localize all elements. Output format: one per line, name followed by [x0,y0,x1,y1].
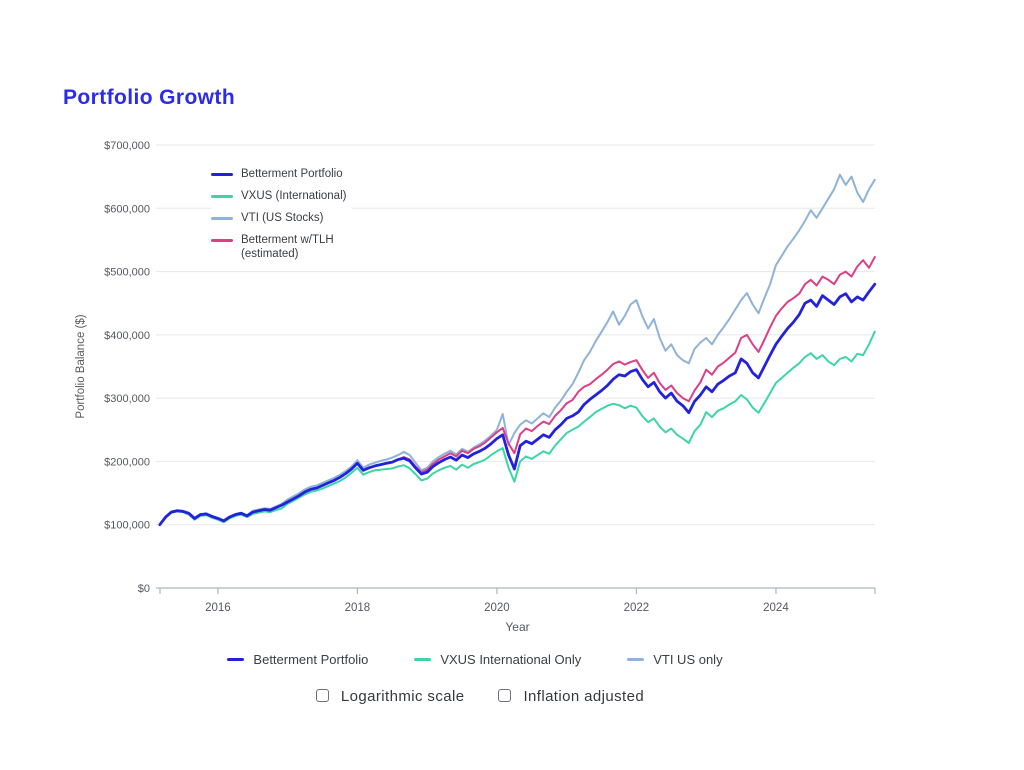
y-tick-label: $200,000 [104,456,150,468]
legend-item-vti: VTI (US Stocks) [211,211,346,225]
series-line-betterment-portfolio [158,282,877,527]
series-line-vxus-international- [158,330,876,526]
portfolio-growth-chart: $0 $100,000 $200,000 $300,000 $400,000 $500,0… [75,140,877,633]
series-line-betterment-w-tlh-estimated- [158,256,876,526]
legend-item-vxus: VXUS (International) [211,189,346,203]
legend-label: Betterment Portfolio [241,168,343,180]
inflation-adjusted-control: Inflation adjusted [498,688,644,705]
chart-controls: Logarithmic scale Inflation adjusted [0,688,960,705]
legend-label: VTI (US Stocks) [241,212,324,224]
x-axis-title: Year [505,620,529,633]
y-tick-label: $0 [138,583,150,595]
legend-label: VTI US only [653,652,723,667]
vti-line-swatch [627,658,645,661]
tlh-line-swatch [211,239,233,242]
chart-legend: Betterment Portfolio VXUS (International… [211,165,353,271]
y-tick-label: $500,000 [104,267,150,279]
bottom-legend-item-vxus: VXUS International Only [414,652,581,667]
logarithmic-scale-checkbox[interactable] [315,689,329,702]
vxus-line-swatch [211,195,233,198]
inflation-adjusted-checkbox[interactable] [498,689,512,702]
y-tick-label: $700,000 [104,140,150,152]
vxus-line-swatch [414,658,432,661]
logarithmic-scale-control: Logarithmic scale [315,688,465,705]
bottom-legend-item-vti: VTI US only [627,652,723,667]
y-tick-label: $300,000 [104,393,150,405]
x-tick-label: 2024 [763,602,789,614]
legend-label: Betterment Portfolio [253,652,369,667]
legend-item-betterment: Betterment Portfolio [211,167,346,181]
legend-label: VXUS International Only [440,652,582,667]
vti-line-swatch [211,217,233,220]
x-tick-label: 2016 [205,602,231,614]
y-tick-label: $100,000 [104,520,150,532]
legend-label: VXUS (International) [241,190,347,202]
betterment-line-swatch [211,173,233,176]
legend-item-betterment-tlh: Betterment w/TLH (estimated) [211,233,346,261]
page-title: Portfolio Growth [63,86,236,109]
bottom-legend: Betterment Portfolio VXUS International … [0,652,950,667]
bottom-legend-item-betterment: Betterment Portfolio [227,652,368,667]
y-tick-label: $600,000 [104,203,150,215]
betterment-line-swatch [227,658,245,661]
logarithmic-scale-label[interactable]: Logarithmic scale [340,688,465,705]
x-tick-label: 2022 [624,602,650,614]
inflation-adjusted-label[interactable]: Inflation adjusted [523,688,645,705]
y-tick-label: $400,000 [104,330,150,342]
y-axis-title: Portfolio Balance ($) [75,314,87,418]
x-tick-label: 2018 [345,602,371,614]
x-tick-label: 2020 [484,602,510,614]
legend-label: Betterment w/TLH (estimated) [241,234,334,260]
